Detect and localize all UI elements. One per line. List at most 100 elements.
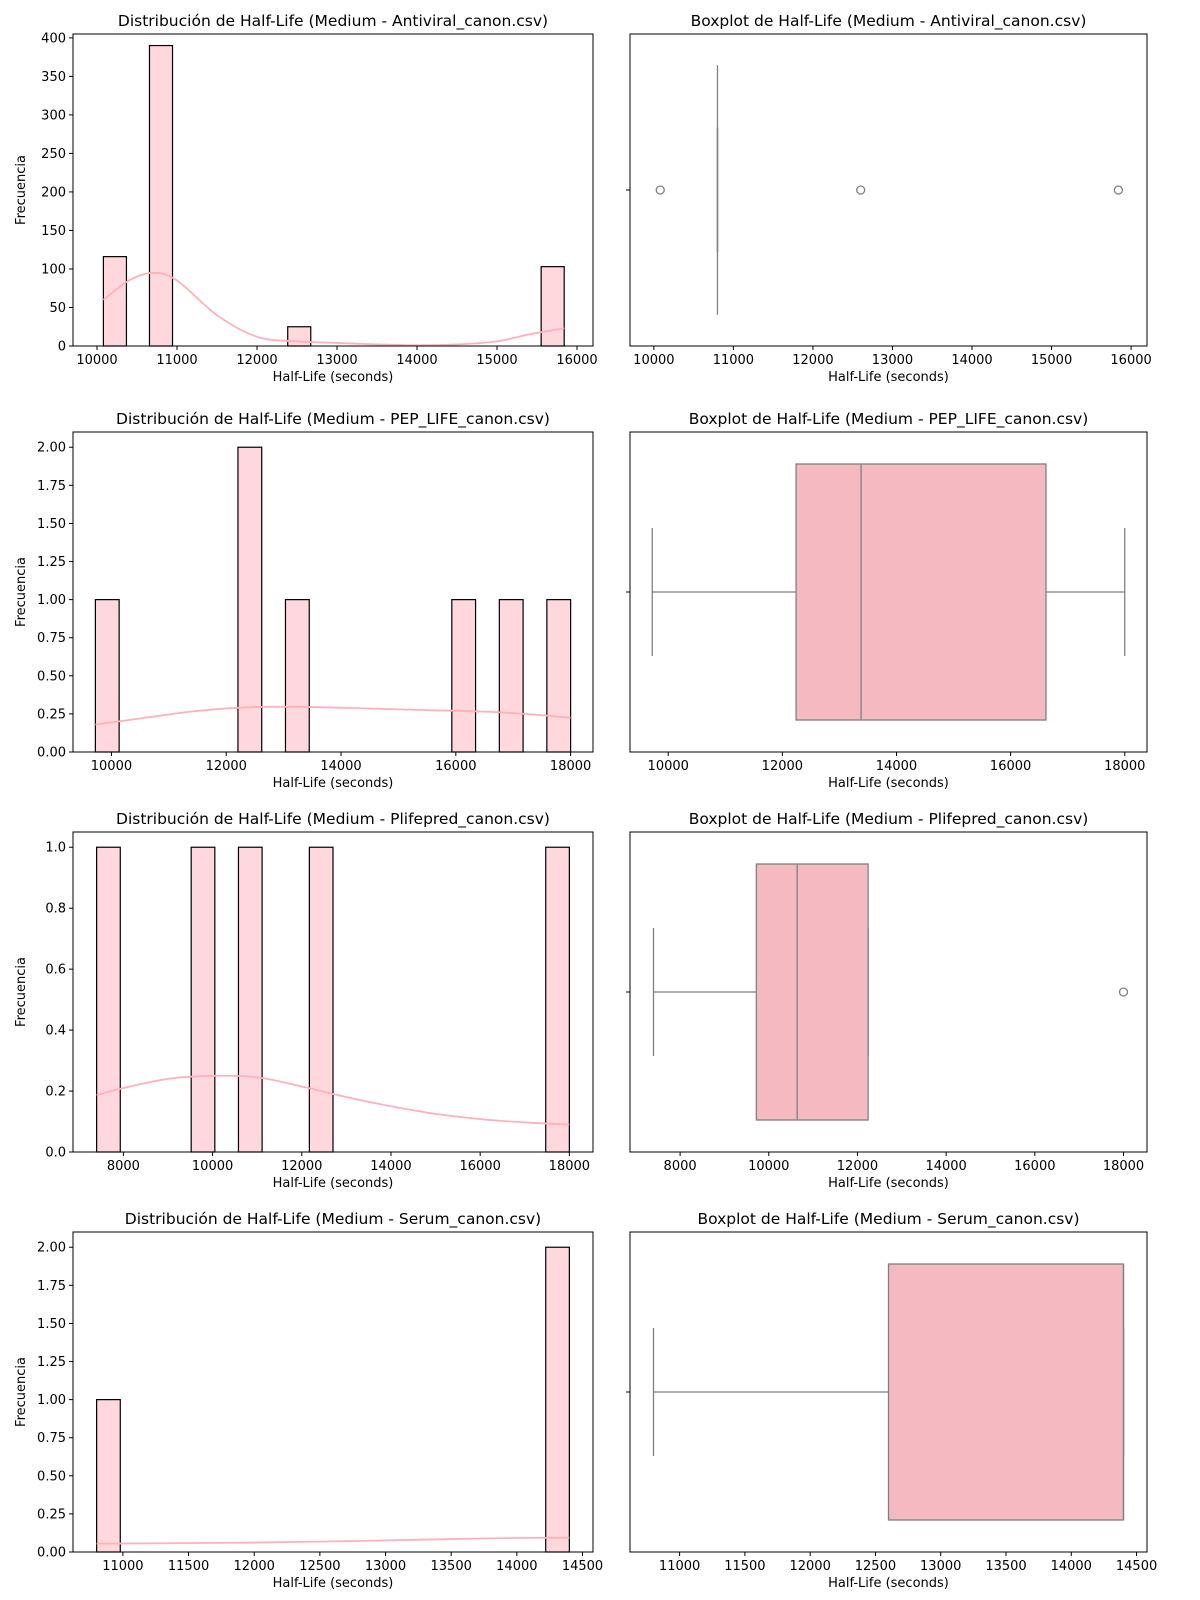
chart-title: Distribución de Half-Life (Medium - Plif…	[116, 810, 550, 829]
x-tick-label: 12500	[299, 1559, 340, 1574]
x-tick-label: 18000	[1103, 1159, 1144, 1174]
x-axis-label: Half-Life (seconds)	[273, 370, 394, 385]
histogram-bar	[284, 599, 310, 753]
y-tick-label: 0.00	[37, 1546, 66, 1561]
axes-frame	[72, 1231, 594, 1553]
x-tick-label: 8000	[107, 1159, 140, 1174]
panel-2: Boxplot de Half-Life (Medium - Antiviral…	[626, 12, 1152, 385]
box-iqr	[795, 463, 1047, 721]
y-tick-label: 100	[41, 262, 66, 277]
outlier-point	[1118, 987, 1129, 997]
histogram-bar	[190, 846, 216, 1153]
y-tick-label: 200	[41, 185, 66, 200]
x-axis-label: Half-Life (seconds)	[828, 1176, 949, 1191]
x-tick-label: 11000	[659, 1559, 700, 1574]
x-tick-label: 10000	[91, 759, 132, 774]
x-tick-label: 14000	[925, 1159, 966, 1174]
y-tick-label: 0.6	[45, 963, 66, 978]
x-tick-label: 8000	[664, 1159, 697, 1174]
histogram-bar	[287, 326, 312, 347]
x-tick-label: 16000	[435, 759, 476, 774]
y-tick-label: 0.75	[37, 631, 66, 646]
histogram-bar	[102, 256, 128, 347]
x-tick-label: 12000	[206, 759, 247, 774]
x-axis-label: Half-Life (seconds)	[828, 1576, 949, 1591]
panel-4: Boxplot de Half-Life (Medium - PEP_LIFE_…	[626, 410, 1148, 791]
y-tick-label: 0.00	[37, 746, 66, 761]
axes-frame	[72, 33, 594, 347]
x-tick-label: 12000	[281, 1159, 322, 1174]
y-tick-label: 1.50	[37, 1317, 66, 1332]
chart-title: Boxplot de Half-Life (Medium - Antiviral…	[691, 12, 1087, 31]
x-tick-label: 14000	[496, 1559, 537, 1574]
y-tick-label: 0.2	[45, 1085, 66, 1100]
y-tick-label: 0	[58, 340, 66, 355]
x-tick-label: 12000	[234, 1559, 275, 1574]
chart-title: Boxplot de Half-Life (Medium - PEP_LIFE_…	[689, 410, 1089, 429]
histogram-bar	[498, 599, 524, 753]
x-tick-label: 10000	[633, 353, 674, 368]
x-tick-label: 18000	[1104, 759, 1145, 774]
chart-title: Boxplot de Half-Life (Medium - Serum_can…	[697, 1210, 1079, 1229]
x-tick-label: 16000	[459, 1159, 500, 1174]
y-tick-label: 1.00	[37, 1393, 66, 1408]
x-tick-label: 14000	[1051, 1559, 1092, 1574]
y-tick-label: 0.25	[37, 707, 66, 722]
outlier-point	[1113, 185, 1124, 195]
y-tick-label: 0.75	[37, 1431, 66, 1446]
y-tick-label: 150	[41, 224, 66, 239]
y-tick-label: 0.0	[45, 1146, 66, 1161]
x-tick-label: 18000	[549, 1159, 590, 1174]
histogram-bar	[545, 846, 570, 1153]
y-tick-label: 1.75	[37, 1279, 66, 1294]
x-tick-label: 13000	[365, 1559, 406, 1574]
x-tick-label: 15000	[1031, 353, 1072, 368]
x-tick-label: 11500	[724, 1559, 765, 1574]
x-tick-label: 16000	[556, 353, 597, 368]
x-tick-label: 12000	[762, 759, 803, 774]
y-tick-label: 1.75	[37, 479, 66, 494]
y-tick-label: 2.00	[37, 1241, 66, 1256]
x-axis-label: Half-Life (seconds)	[828, 370, 949, 385]
x-tick-label: 11000	[713, 353, 754, 368]
y-tick-label: 350	[41, 70, 66, 85]
chart-title: Distribución de Half-Life (Medium - Anti…	[118, 12, 548, 31]
x-tick-label: 13000	[920, 1559, 961, 1574]
x-tick-label: 12000	[837, 1159, 878, 1174]
y-tick-label: 0.4	[45, 1024, 66, 1039]
axes-frame	[629, 431, 1148, 753]
x-tick-label: 12000	[792, 353, 833, 368]
panel-7: Distribución de Half-Life (Medium - Seru…	[14, 1210, 603, 1591]
x-tick-label: 11500	[168, 1559, 209, 1574]
y-tick-label: 1.00	[37, 593, 66, 608]
x-tick-label: 14000	[951, 353, 992, 368]
kde-curve	[102, 271, 565, 347]
box-iqr	[887, 1263, 1125, 1521]
y-tick-label: 250	[41, 147, 66, 162]
x-tick-label: 11000	[156, 353, 197, 368]
x-tick-label: 10000	[192, 1159, 233, 1174]
x-tick-label: 10000	[648, 759, 689, 774]
histogram-bar	[148, 44, 174, 347]
x-tick-label: 14500	[562, 1559, 603, 1574]
x-tick-label: 12000	[236, 353, 277, 368]
y-tick-label: 0.25	[37, 1507, 66, 1522]
panel-3: Distribución de Half-Life (Medium - PEP_…	[14, 410, 594, 791]
axes-frame	[72, 431, 594, 753]
y-tick-label: 1.0	[45, 841, 66, 856]
panel-5: Distribución de Half-Life (Medium - Plif…	[14, 810, 594, 1191]
x-tick-label: 10000	[76, 353, 117, 368]
histogram-bar	[96, 1399, 121, 1553]
panel-6: Boxplot de Half-Life (Medium - Plifepred…	[626, 810, 1148, 1191]
axes-frame	[629, 1231, 1148, 1553]
x-tick-label: 14000	[370, 1159, 411, 1174]
x-tick-label: 15000	[476, 353, 517, 368]
y-tick-label: 0.50	[37, 1469, 66, 1484]
y-tick-label: 2.00	[37, 441, 66, 456]
histogram-bar	[94, 599, 120, 753]
histogram-bar	[308, 846, 334, 1153]
x-tick-label: 14000	[320, 759, 361, 774]
y-tick-label: 1.25	[37, 1355, 66, 1370]
x-tick-label: 12000	[789, 1559, 830, 1574]
